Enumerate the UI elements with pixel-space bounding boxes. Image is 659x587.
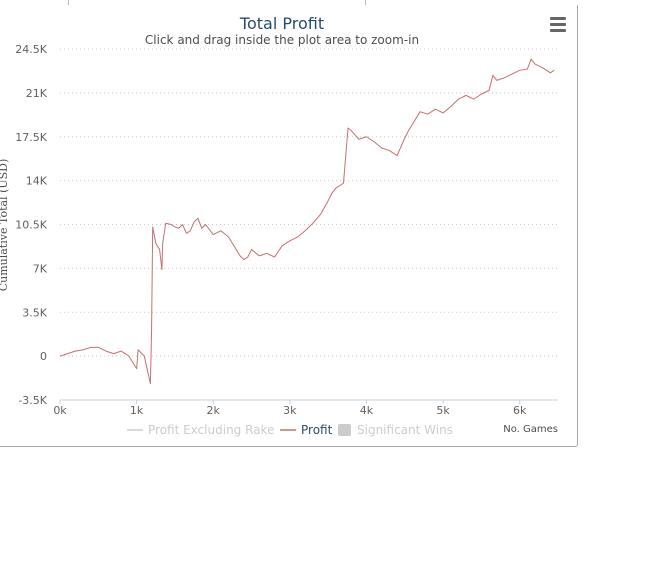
x-tick-label: 5k — [436, 404, 450, 417]
menu-bar-icon — [550, 29, 566, 32]
y-tick-label: 14K — [26, 175, 48, 188]
legend-label: Significant Wins — [357, 423, 453, 437]
chart-panel — [0, 5, 578, 447]
menu-bar-icon — [550, 17, 566, 20]
legend-item-significant-wins[interactable]: Significant Wins — [338, 423, 453, 437]
x-tick-label: 0k — [53, 404, 67, 417]
x-axis-label: No. Games — [503, 424, 558, 435]
y-tick-label: 24.5K — [15, 43, 47, 56]
x-tick-label: 3k — [283, 404, 297, 417]
y-tick-label: 17.5K — [15, 131, 47, 144]
plot-area[interactable] — [59, 49, 558, 400]
y-tick-label: 0 — [40, 350, 47, 363]
x-tick-label: 2k — [207, 404, 221, 417]
y-tick-label: 21K — [26, 87, 48, 100]
y-tick-label: 3.5K — [22, 306, 47, 319]
legend-square-icon — [338, 424, 351, 436]
legend-label: Profit — [301, 423, 333, 437]
x-tick-label: 1k — [130, 404, 144, 417]
y-tick-label: 10.5K — [15, 219, 47, 232]
chart-legend: Profit Excluding Rake Profit Significant W… — [127, 423, 453, 437]
legend-item-profit[interactable]: Profit — [280, 423, 333, 437]
legend-label: Profit Excluding Rake — [148, 423, 274, 437]
y-tick-label: 7K — [33, 262, 48, 275]
chart-context-menu-button[interactable] — [547, 15, 571, 37]
x-tick-label: 4k — [360, 404, 374, 417]
x-tick-label: 6k — [513, 404, 527, 417]
x-axis-ticks: 0k 1k 2k 3k 4k 5k 6k — [53, 400, 527, 417]
y-axis-ticks: 24.5K 21K 17.5K 14K 10.5K 7K 3.5K 0 -3.5K — [15, 43, 47, 407]
menu-bar-icon — [550, 23, 566, 26]
y-tick-label: -3.5K — [18, 394, 47, 407]
legend-item-profit-excluding-rake[interactable]: Profit Excluding Rake — [127, 423, 274, 437]
chart-title: Total Profit — [239, 14, 324, 33]
series-line-profit[interactable] — [59, 58, 555, 385]
plot-background[interactable] — [60, 49, 558, 400]
y-axis-label: Cumulative Total (USD) — [0, 159, 10, 292]
chart-subtitle: Click and drag inside the plot area to z… — [145, 33, 419, 47]
